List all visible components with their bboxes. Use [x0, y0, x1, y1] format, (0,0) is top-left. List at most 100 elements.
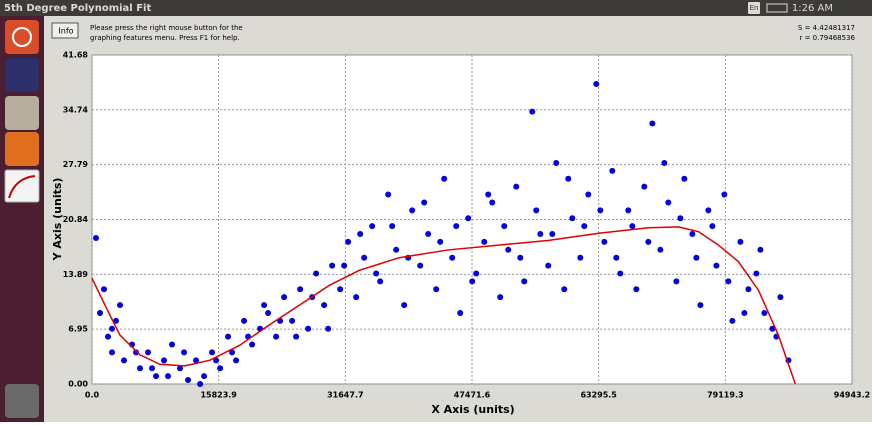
- data-point: [353, 294, 360, 301]
- window-title: 5th Degree Polynomial Fit: [4, 3, 151, 14]
- data-point: [105, 333, 112, 340]
- data-point: [777, 294, 784, 301]
- y-tick-label: 6.95: [68, 325, 88, 334]
- data-point: [533, 207, 540, 214]
- data-point: [657, 246, 664, 253]
- launcher-dash[interactable]: [5, 20, 39, 54]
- data-point: [209, 349, 216, 356]
- data-point: [725, 278, 732, 285]
- x-tick-label: 47471.6: [454, 391, 491, 400]
- data-point: [265, 309, 272, 316]
- data-point: [485, 191, 492, 198]
- launcher-app[interactable]: [4, 169, 40, 203]
- data-point: [629, 223, 636, 230]
- data-point: [357, 231, 364, 238]
- info-button[interactable]: [51, 22, 79, 39]
- launcher-firefox[interactable]: [5, 132, 39, 166]
- data-point: [745, 286, 752, 293]
- data-point: [361, 254, 368, 261]
- data-point: [177, 365, 184, 372]
- y-tick-label: 13.89: [63, 270, 89, 279]
- data-point: [297, 286, 304, 293]
- data-point: [305, 325, 312, 332]
- data-point: [581, 223, 588, 230]
- data-point: [513, 183, 520, 190]
- data-point: [389, 223, 396, 230]
- data-point: [481, 238, 488, 245]
- data-point: [753, 270, 760, 277]
- data-point: [201, 373, 208, 380]
- data-point: [425, 231, 432, 238]
- x-tick-label: 31647.7: [327, 391, 363, 400]
- data-point: [249, 341, 256, 348]
- launcher-trash[interactable]: [5, 384, 39, 418]
- data-point: [121, 357, 128, 364]
- data-point: [101, 286, 108, 293]
- data-point: [549, 231, 556, 238]
- help-text: graphing features menu. Press F1 for hel…: [90, 34, 240, 42]
- data-point: [373, 270, 380, 277]
- data-point: [273, 333, 280, 340]
- data-point: [601, 238, 608, 245]
- y-tick-label: 34.74: [63, 105, 89, 114]
- clock[interactable]: 1:26 AM: [792, 3, 833, 14]
- data-point: [229, 349, 236, 356]
- data-point: [529, 108, 536, 115]
- data-point: [193, 357, 200, 364]
- x-tick-label: 63295.5: [580, 391, 617, 400]
- data-point: [241, 317, 248, 324]
- data-point: [545, 262, 552, 269]
- data-point: [713, 262, 720, 269]
- data-point: [693, 254, 700, 261]
- x-axis-title: X Axis (units): [431, 403, 514, 416]
- data-point: [393, 246, 400, 253]
- data-point: [641, 183, 648, 190]
- data-point: [617, 270, 624, 277]
- keyboard-indicator[interactable]: [748, 2, 760, 14]
- data-point: [649, 120, 656, 127]
- data-point: [453, 223, 460, 230]
- data-point: [109, 325, 116, 332]
- battery-icon[interactable]: [766, 3, 788, 13]
- top-bar: [0, 0, 872, 16]
- data-point: [761, 309, 768, 316]
- data-point: [665, 199, 672, 206]
- data-point: [233, 357, 240, 364]
- stat-s: S = 4.42481317: [798, 24, 855, 32]
- data-point: [737, 238, 744, 245]
- launcher-files[interactable]: [5, 96, 39, 130]
- launcher-eclipse[interactable]: [5, 58, 39, 92]
- y-tick-label: 27.79: [63, 160, 89, 169]
- data-point: [149, 365, 156, 372]
- data-point: [729, 317, 736, 324]
- data-point: [681, 175, 688, 182]
- app-icon-curve: [8, 175, 36, 199]
- data-point: [721, 191, 728, 198]
- data-point: [169, 341, 176, 348]
- data-point: [345, 238, 352, 245]
- data-point: [325, 325, 332, 332]
- data-point: [769, 325, 776, 332]
- data-point: [133, 349, 140, 356]
- info-button-label: Info: [58, 27, 73, 36]
- data-point: [709, 223, 716, 230]
- data-point: [501, 223, 508, 230]
- y-tick-label: 20.84: [63, 215, 89, 224]
- keyboard-label: En: [750, 4, 759, 12]
- ubuntu-logo: [12, 27, 32, 47]
- data-point: [109, 349, 116, 356]
- data-point: [473, 270, 480, 277]
- data-point: [613, 254, 620, 261]
- data-point: [197, 381, 204, 387]
- data-point: [153, 373, 160, 380]
- x-tick-label: 79119.3: [707, 391, 743, 400]
- data-point: [441, 175, 448, 182]
- data-point: [117, 302, 124, 309]
- data-point: [457, 309, 464, 316]
- data-point: [469, 278, 476, 285]
- data-point: [261, 302, 268, 309]
- y-tick-label: 0.00: [68, 380, 88, 389]
- data-point: [625, 207, 632, 214]
- data-point: [537, 231, 544, 238]
